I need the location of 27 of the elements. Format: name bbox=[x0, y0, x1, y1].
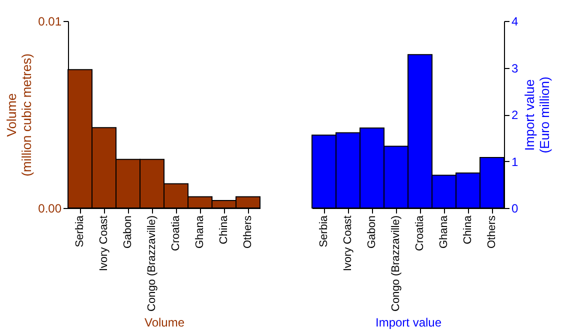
y2-tick-label: 1 bbox=[512, 154, 518, 169]
y2-axis-title: Import value (Euro million) bbox=[522, 76, 552, 154]
x-tick-label: Others bbox=[242, 215, 254, 249]
y2-tick-label: 3 bbox=[512, 61, 518, 76]
x-tick-label: Gabon bbox=[122, 216, 134, 249]
x-tick-label: Congo (Brazzaville) bbox=[390, 216, 402, 312]
x-axis-title: Import value bbox=[375, 315, 442, 330]
x-tick-label: Serbia bbox=[318, 214, 330, 248]
x-tick-label: Ivory Coast bbox=[342, 216, 354, 272]
x-tick-label: China bbox=[462, 214, 474, 244]
x-tick-label: Others bbox=[486, 215, 498, 249]
y-tick-label: 0.01 bbox=[38, 14, 62, 28]
x-tick-label: Ghana bbox=[438, 214, 450, 249]
x-tick-label: Congo (Brazzaville) bbox=[146, 216, 158, 312]
y2-tick-label: 2 bbox=[512, 108, 518, 122]
y2-tick-label: 0 bbox=[512, 202, 518, 216]
x-tick-label: Croatia bbox=[414, 214, 426, 251]
x-tick-label: Croatia bbox=[170, 214, 182, 251]
x-tick-label: Gabon bbox=[366, 216, 378, 249]
x-tick-label: Ivory Coast bbox=[98, 216, 110, 272]
y-axis-title: Volume (million cubic metres) bbox=[4, 54, 34, 176]
y-tick-label: 0.00 bbox=[38, 202, 62, 216]
x-tick-label: Ghana bbox=[194, 214, 206, 249]
y2-tick-label: 4 bbox=[512, 14, 518, 28]
x-axis-title: Volume bbox=[144, 315, 185, 330]
x-tick-label: China bbox=[218, 214, 230, 244]
x-tick-label: Serbia bbox=[74, 214, 86, 248]
